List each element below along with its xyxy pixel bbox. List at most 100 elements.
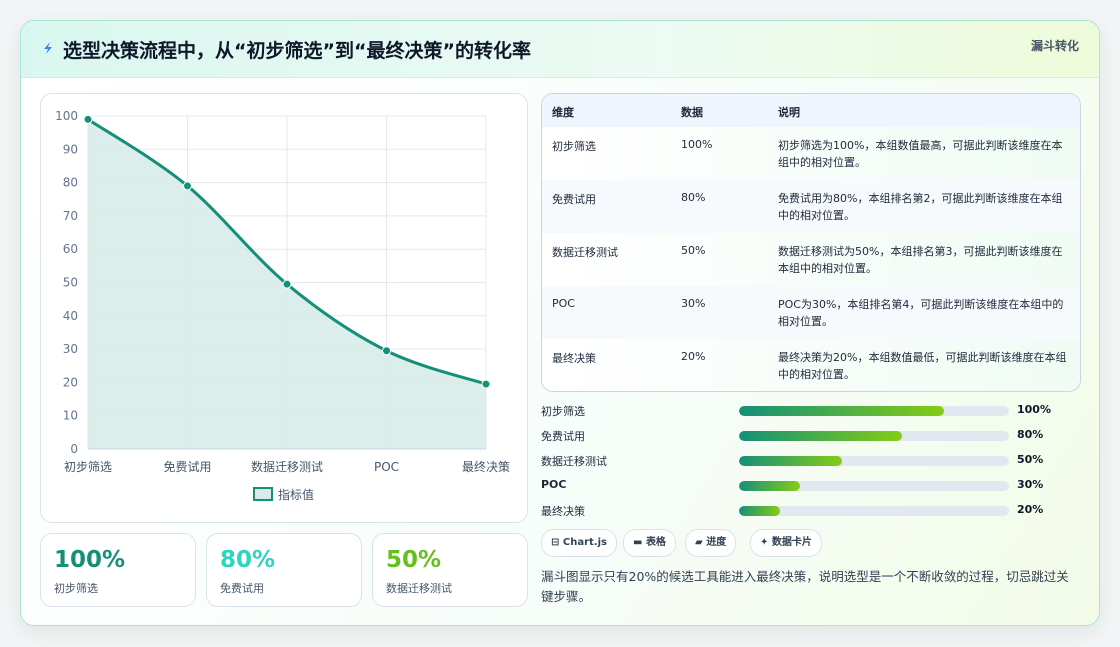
- data-point: [382, 346, 391, 356]
- progress-track: [739, 481, 1009, 491]
- card-header: 选型决策流程中，从“初步筛选”到“最终决策”的转化率 漏斗转化: [21, 21, 1099, 78]
- progress-fill: [739, 481, 800, 491]
- progress-label: 数据迁移测试: [541, 455, 607, 468]
- x-tick-label: 最终决策: [462, 459, 510, 474]
- progress-track: [739, 431, 1009, 441]
- x-tick-label: 初步筛选: [64, 459, 112, 474]
- table-header: 维度 数据 说明: [542, 94, 1080, 128]
- stat-card-1: 100% 初步筛选: [40, 533, 196, 607]
- summary-note: 漏斗图显示只有20%的候选工具能进入最终决策，说明选型是一个不断收敛的过程，切忌…: [541, 569, 1069, 604]
- progress-fill: [739, 431, 903, 441]
- stat-label: 数据迁移测试: [386, 582, 452, 595]
- column-header-description: 说明: [778, 106, 800, 119]
- progress-label: POC: [541, 478, 567, 491]
- cell-dimension: 数据迁移测试: [552, 246, 618, 259]
- chip-label: Chart.js: [562, 537, 607, 548]
- chip-label: 进度: [706, 537, 727, 548]
- cell-dimension: POC: [552, 297, 575, 310]
- stat-value: 100%: [54, 547, 126, 573]
- page-title: 选型决策流程中，从“初步筛选”到“最终决策”的转化率: [63, 40, 531, 62]
- cell-value: 80%: [681, 191, 706, 204]
- line-chart-panel: 0 10 20 30 40 50 60 70 80 90 100 初步筛选 免费试用 数据迁移测试 POC 最…: [40, 93, 528, 523]
- legend-swatch: [253, 487, 273, 501]
- table-icon: ▬: [633, 537, 643, 548]
- cell-dimension: 免费试用: [552, 193, 596, 206]
- progress-row: 初步筛选 100%: [541, 403, 1079, 423]
- stat-card-3: 50% 数据迁移测试: [372, 533, 528, 607]
- y-tick-label: 100: [55, 109, 78, 123]
- progress-icon: ▰: [695, 537, 703, 548]
- line-chart: 0 10 20 30 40 50 60 70 80 90 100 初步筛选 免费试用 数据迁移测试 POC 最…: [55, 109, 510, 502]
- y-tick-label: 90: [63, 142, 78, 156]
- chip-table[interactable]: ▬ 表格: [623, 529, 676, 557]
- table-row: 免费试用 80% 免费试用为80%，本组排名第2，可据此判断该维度在本组中的相对…: [542, 180, 1080, 234]
- y-tick-label: 40: [63, 309, 78, 323]
- y-tick-label: 70: [63, 209, 78, 223]
- data-point: [282, 279, 292, 289]
- stat-card-2: 80% 免费试用: [206, 533, 362, 607]
- progress-label: 初步筛选: [541, 405, 585, 418]
- chart-icon: ⊟: [551, 537, 560, 548]
- cell-description: 初步筛选为100%，本组数值最高，可据此判断该维度在本组中的相对位置。: [778, 139, 1063, 169]
- chip-data-cards[interactable]: ✦ 数据卡片: [750, 529, 822, 557]
- progress-value: 50%: [1017, 453, 1044, 466]
- progress-value: 100%: [1017, 403, 1051, 416]
- progress-label: 最终决策: [541, 505, 585, 518]
- x-tick-label: 免费试用: [163, 459, 211, 474]
- progress-track: [739, 456, 1009, 466]
- x-tick-label: 数据迁移测试: [251, 459, 323, 474]
- progress-row: POC 30%: [541, 478, 1079, 498]
- stat-label: 初步筛选: [54, 582, 98, 595]
- column-header-dimension: 维度: [552, 106, 574, 119]
- progress-row: 最终决策 20%: [541, 503, 1079, 523]
- cell-value: 100%: [681, 138, 713, 151]
- y-tick-label: 10: [63, 409, 78, 423]
- legend-label: 指标值: [278, 487, 314, 502]
- dashboard-card: 选型决策流程中，从“初步筛选”到“最终决策”的转化率 漏斗转化 0 10 20 30 4…: [20, 20, 1100, 626]
- table-row: 初步筛选 100% 初步筛选为100%，本组数值最高，可据此判断该维度在本组中的…: [542, 127, 1080, 181]
- data-table: 维度 数据 说明 初步筛选 100% 初步筛选为100%，本组数值最高，可据此判…: [541, 93, 1081, 392]
- progress-track: [739, 406, 1009, 416]
- progress-value: 20%: [1017, 503, 1044, 516]
- progress-value: 30%: [1017, 478, 1044, 491]
- sparkle-icon: ✦: [760, 537, 769, 548]
- progress-track: [739, 506, 1009, 516]
- data-point: [83, 114, 93, 124]
- progress-fill: [739, 506, 780, 516]
- cell-description: POC为30%，本组排名第4，可据此判断该维度在本组中的相对位置。: [778, 298, 1064, 328]
- y-tick-label: 20: [63, 375, 78, 389]
- chip-label: 数据卡片: [771, 537, 812, 548]
- y-tick-label: 30: [63, 342, 78, 356]
- stat-label: 免费试用: [220, 582, 264, 595]
- progress-label: 免费试用: [541, 430, 585, 443]
- stat-value: 50%: [386, 547, 442, 573]
- cell-description: 最终决策为20%，本组数值最低，可据此判断该维度在本组中的相对位置。: [778, 351, 1067, 381]
- data-point: [183, 181, 192, 191]
- lightning-icon: [44, 42, 52, 54]
- data-point: [481, 379, 491, 389]
- chip-progress[interactable]: ▰ 进度: [685, 529, 737, 557]
- y-tick-label: 80: [63, 176, 78, 190]
- x-tick-label: POC: [374, 460, 399, 474]
- y-tick-label: 50: [63, 276, 78, 290]
- cell-value: 30%: [681, 297, 706, 310]
- cell-description: 数据迁移测试为50%，本组排名第3，可据此判断该维度在本组中的相对位置。: [778, 245, 1063, 275]
- table-row: POC 30% POC为30%，本组排名第4，可据此判断该维度在本组中的相对位置…: [542, 286, 1080, 340]
- table-row: 最终决策 20% 最终决策为20%，本组数值最低，可据此判断该维度在本组中的相对…: [542, 339, 1080, 391]
- chip-label: 表格: [645, 537, 666, 548]
- y-tick-label: 60: [63, 242, 78, 256]
- stat-value: 80%: [220, 547, 276, 573]
- cell-value: 50%: [681, 244, 706, 257]
- chip-chartjs[interactable]: ⊟ Chart.js: [541, 529, 617, 557]
- progress-fill: [739, 456, 842, 466]
- cell-dimension: 最终决策: [552, 352, 596, 365]
- table-row: 数据迁移测试 50% 数据迁移测试为50%，本组排名第3，可据此判断该维度在本组…: [542, 233, 1080, 287]
- y-tick-label: 0: [70, 442, 78, 456]
- category-tag: 漏斗转化: [1030, 39, 1079, 53]
- progress-fill: [739, 406, 945, 416]
- cell-description: 免费试用为80%，本组排名第2，可据此判断该维度在本组中的相对位置。: [778, 192, 1063, 222]
- progress-row: 数据迁移测试 50%: [541, 453, 1079, 473]
- progress-value: 80%: [1017, 428, 1044, 441]
- progress-row: 免费试用 80%: [541, 428, 1079, 448]
- column-header-value: 数据: [681, 106, 703, 119]
